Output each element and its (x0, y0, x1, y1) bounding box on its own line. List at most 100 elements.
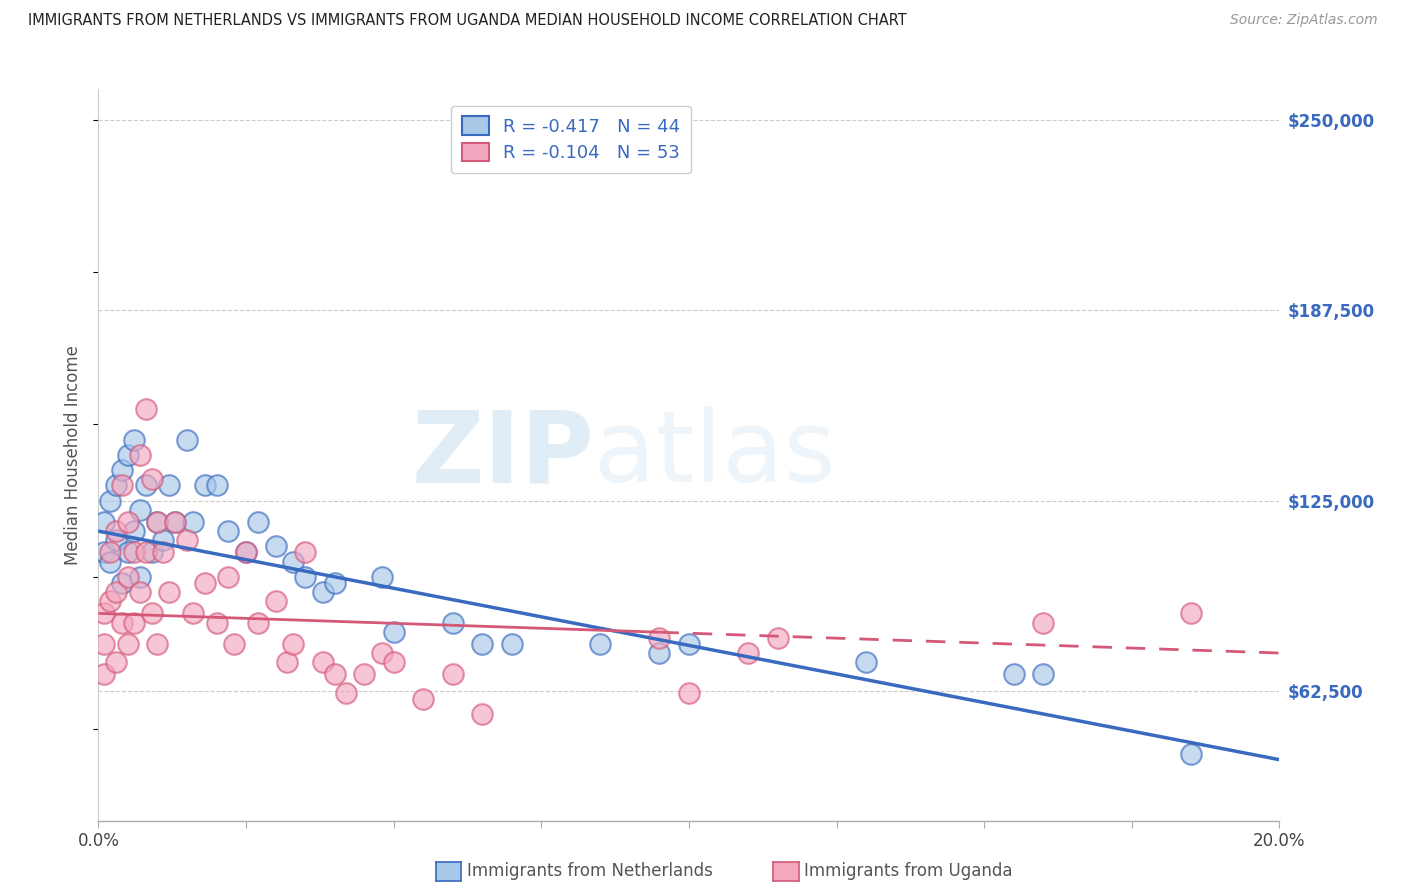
Text: ZIP: ZIP (412, 407, 595, 503)
Point (471, 706, 494, 721)
Point (471, 637, 494, 651)
Point (441, 615, 464, 630)
Point (312, 585, 335, 599)
Point (152, 533, 174, 548)
Point (264, 539, 287, 553)
Point (589, 637, 612, 651)
Y-axis label: Median Household Income: Median Household Income (65, 345, 83, 565)
Point (93, 637, 115, 651)
Point (105, 524, 128, 538)
Point (157, 585, 180, 599)
Point (152, 545, 174, 559)
Point (117, 637, 139, 651)
Point (678, 637, 700, 651)
Point (135, 402, 157, 417)
Point (194, 576, 217, 591)
Point (294, 545, 316, 559)
Point (1032, 615, 1054, 630)
Point (141, 545, 163, 559)
Point (98, 545, 121, 559)
Point (283, 637, 305, 651)
Point (165, 515, 187, 529)
Text: Immigrants from Netherlands: Immigrants from Netherlands (467, 863, 713, 880)
Point (371, 646, 394, 660)
Point (246, 615, 269, 630)
Point (766, 631, 789, 645)
Point (181, 515, 204, 529)
Point (246, 515, 269, 529)
Point (205, 615, 228, 630)
Point (93, 607, 115, 621)
Point (235, 545, 257, 559)
Point (205, 478, 228, 492)
Point (335, 685, 357, 699)
Text: Source: ZipAtlas.com: Source: ZipAtlas.com (1230, 13, 1378, 28)
Point (105, 585, 128, 599)
Point (323, 576, 346, 591)
Point (122, 524, 145, 538)
Point (111, 615, 134, 630)
Point (382, 624, 405, 639)
Point (117, 545, 139, 559)
Point (135, 478, 157, 492)
Point (1002, 667, 1025, 681)
Point (855, 655, 877, 669)
Point (353, 667, 375, 681)
Point (1032, 667, 1054, 681)
Text: Immigrants from Uganda: Immigrants from Uganda (804, 863, 1012, 880)
Point (224, 637, 246, 651)
Point (648, 646, 671, 660)
Point (98, 493, 121, 508)
Point (128, 570, 150, 584)
Point (117, 570, 139, 584)
Point (128, 448, 150, 462)
Point (117, 448, 139, 462)
Point (217, 570, 239, 584)
Point (312, 655, 335, 669)
Point (412, 691, 434, 706)
Point (371, 570, 394, 584)
Point (1180, 607, 1202, 621)
Point (111, 463, 134, 477)
Point (146, 637, 169, 651)
Point (235, 545, 257, 559)
Point (128, 503, 150, 517)
Text: atlas: atlas (595, 407, 837, 503)
Point (501, 637, 523, 651)
Point (648, 631, 671, 645)
Point (98, 555, 121, 569)
Point (323, 667, 346, 681)
Point (98, 594, 121, 608)
Point (157, 478, 180, 492)
Point (283, 555, 305, 569)
Point (146, 515, 169, 529)
Point (382, 655, 405, 669)
Point (135, 545, 157, 559)
Point (111, 478, 134, 492)
Point (93, 667, 115, 681)
Legend: R = -0.417   N = 44, R = -0.104   N = 53: R = -0.417 N = 44, R = -0.104 N = 53 (451, 105, 690, 173)
Point (176, 533, 198, 548)
Point (294, 570, 316, 584)
Point (441, 667, 464, 681)
Point (146, 515, 169, 529)
Point (105, 655, 128, 669)
Text: IMMIGRANTS FROM NETHERLANDS VS IMMIGRANTS FROM UGANDA MEDIAN HOUSEHOLD INCOME CO: IMMIGRANTS FROM NETHERLANDS VS IMMIGRANT… (28, 13, 907, 29)
Point (737, 646, 759, 660)
Point (122, 615, 145, 630)
Point (105, 533, 128, 548)
Point (141, 607, 163, 621)
Point (111, 576, 134, 591)
Point (194, 478, 217, 492)
Point (122, 545, 145, 559)
Point (176, 433, 198, 447)
Point (128, 585, 150, 599)
Point (141, 472, 163, 486)
Point (217, 524, 239, 538)
Point (105, 478, 128, 492)
Point (93, 545, 115, 559)
Point (1180, 747, 1202, 761)
Point (276, 655, 298, 669)
Point (264, 594, 287, 608)
Point (165, 515, 187, 529)
